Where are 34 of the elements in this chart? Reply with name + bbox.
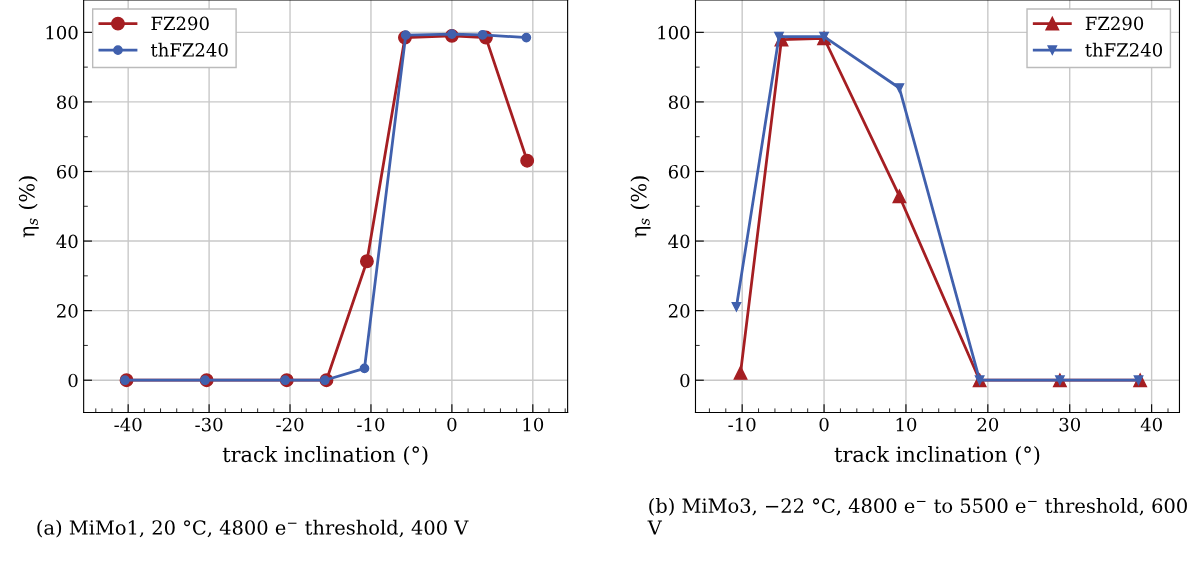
x-tick-label: 20 [977, 417, 999, 432]
y-tick-label: 100 [658, 25, 690, 40]
x-tick-label: -20 [276, 417, 304, 432]
x-tick-label: 30 [1059, 417, 1081, 432]
y-tick-label: 100 [46, 25, 78, 40]
y-tick-label: 40 [668, 234, 690, 249]
text: (b) MiMo3, −22 °C, 4800 e$^{−}$ to 5500 e$^{−}$ threshold, 600 V [647, 498, 1187, 535]
y-tick-label: 40 [56, 234, 78, 249]
legend-label: thFZ240 [150, 42, 228, 57]
x-tick-label: 10 [896, 417, 917, 432]
y-tick-label: 20 [57, 304, 78, 318]
y-tick-label: 60 [57, 164, 78, 179]
y-tick-label: 80 [668, 95, 690, 110]
text: (a) MiMo1, 20 °C, 4800 e$^{−}$ threshold, 400 V [37, 519, 469, 538]
y-axis-title: η$_{s}$ (%) [18, 176, 39, 238]
legend-label: thFZ240 [1085, 42, 1163, 57]
x-tick-label: -10 [728, 417, 756, 432]
x-tick-label: 0 [447, 417, 457, 432]
x-tick-label: 0 [819, 417, 829, 432]
y-axis-title: η$_{s}$ (%) [630, 176, 651, 238]
x-tick-label: 40 [1140, 417, 1162, 432]
x-tick-label: -40 [114, 417, 142, 432]
x-tick-label: -10 [357, 417, 385, 432]
x-axis-title: track inclination (°) [222, 446, 428, 466]
legend-label: FZ290 [151, 16, 209, 31]
y-tick-label: 60 [668, 164, 690, 179]
y-tick-label: 0 [680, 373, 690, 388]
legend-label: FZ290 [1085, 16, 1144, 31]
x-axis-title: track inclination (°) [834, 446, 1040, 466]
y-tick-label: 0 [68, 373, 78, 388]
x-tick-label: 10 [523, 417, 544, 432]
x-tick-label: -30 [195, 417, 223, 432]
y-tick-label: 20 [668, 304, 690, 318]
y-tick-label: 80 [57, 95, 78, 110]
